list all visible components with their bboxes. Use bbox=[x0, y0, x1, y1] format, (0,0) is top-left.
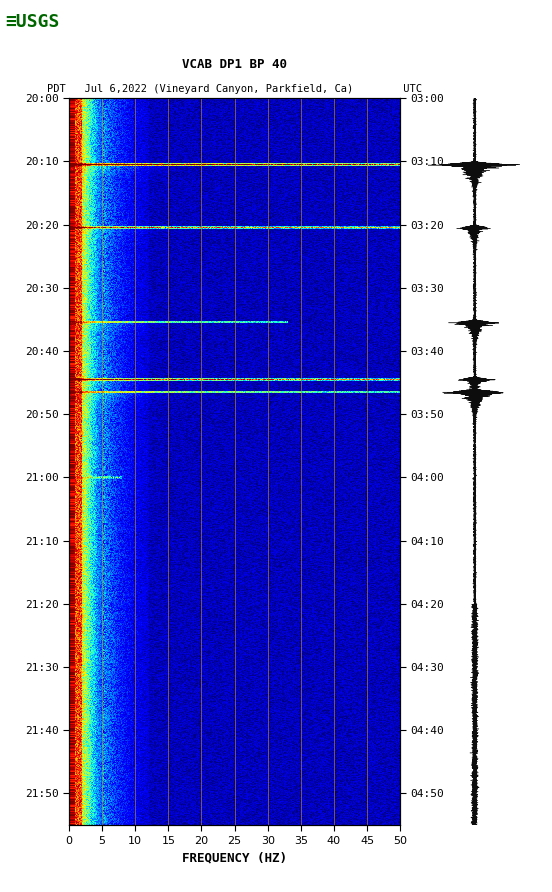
Text: VCAB DP1 BP 40: VCAB DP1 BP 40 bbox=[182, 58, 287, 71]
Text: PDT   Jul 6,2022 (Vineyard Canyon, Parkfield, Ca)        UTC: PDT Jul 6,2022 (Vineyard Canyon, Parkfie… bbox=[47, 84, 422, 94]
X-axis label: FREQUENCY (HZ): FREQUENCY (HZ) bbox=[182, 851, 287, 864]
Text: ≡USGS: ≡USGS bbox=[6, 13, 60, 31]
